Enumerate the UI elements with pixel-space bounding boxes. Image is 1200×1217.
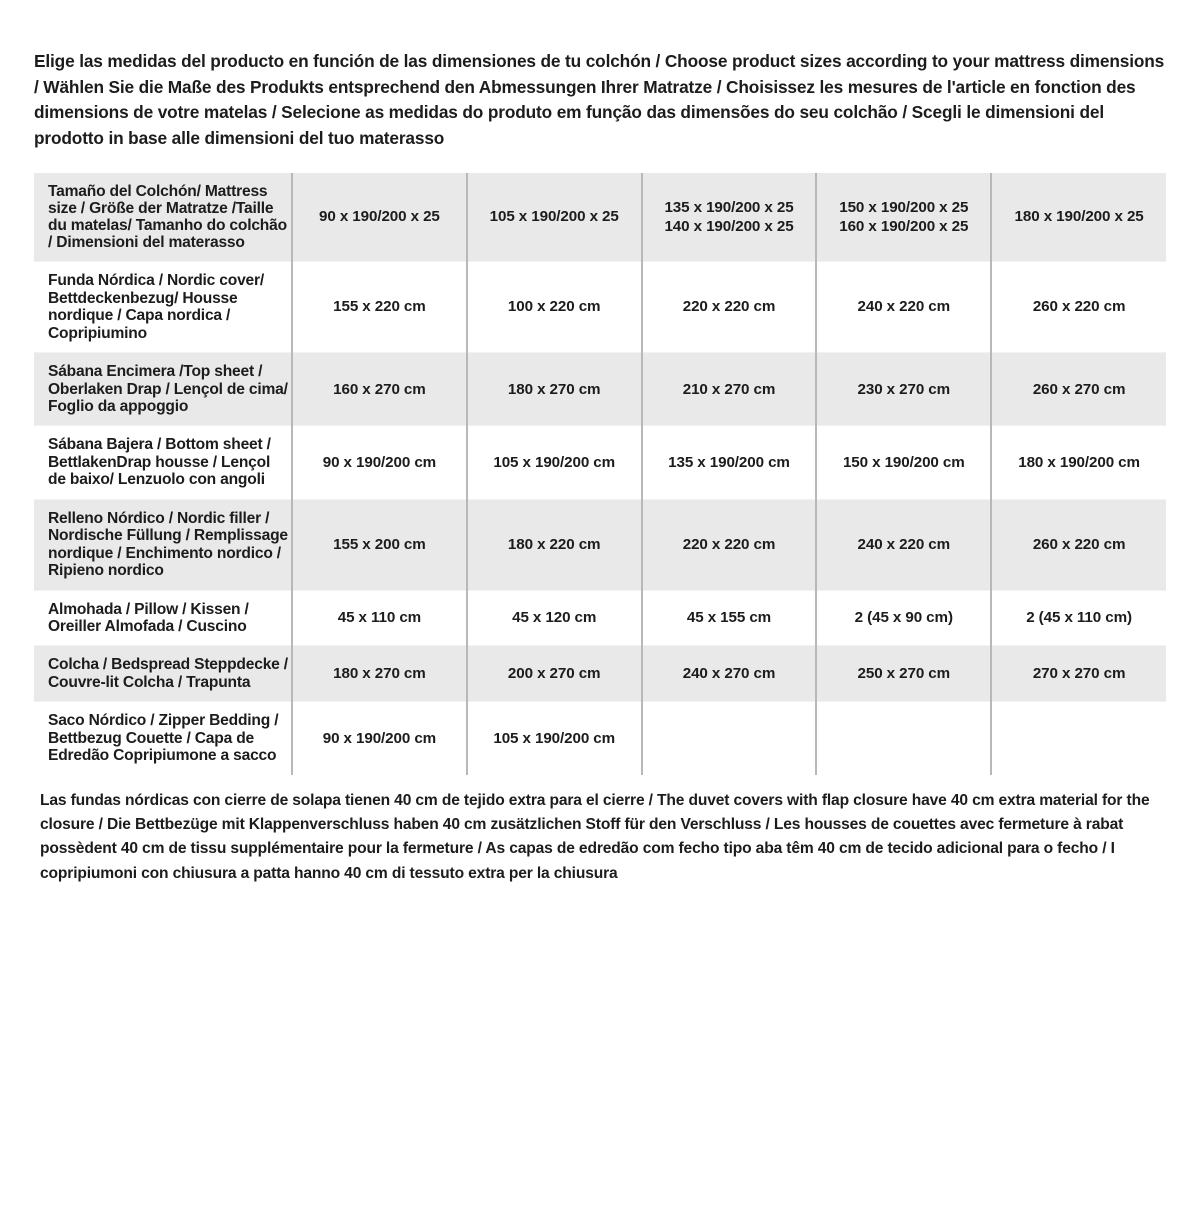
cell-r4-c1: 45 x 120 cm [465,589,642,646]
cell-r5-c1: 200 x 270 cm [465,645,642,702]
cell-r0-c0: 155 x 220 cm [291,261,467,353]
row-label-saco-nordico: Saco Nórdico / Zipper Bedding / Bettbezu… [34,701,292,775]
header-col-1: 90 x 190/200 x 25 [291,172,467,262]
mattress-size-table: Tamaño del Colchón/ Mattress size / Größ… [34,172,1166,775]
cell-r1-c3: 230 x 270 cm [815,352,992,426]
row-label-sabana-bajera: Sábana Bajera / Bottom sheet / Bettlaken… [34,425,292,500]
size-table-body: Tamaño del Colchón/ Mattress size / Größ… [34,172,1166,775]
cell-r1-c4: 260 x 270 cm [990,352,1166,426]
cell-r3-c3: 240 x 220 cm [815,498,992,591]
cell-r0-c1: 100 x 220 cm [465,261,642,353]
cell-r6-c0: 90 x 190/200 cm [291,701,467,775]
table-row: Sábana Bajera / Bottom sheet / Bettlaken… [34,425,1166,500]
cell-r4-c0: 45 x 110 cm [291,589,467,646]
cell-r2-c4: 180 x 190/200 cm [990,425,1166,500]
row-label-almohada: Almohada / Pillow / Kissen / Oreiller Al… [34,589,292,646]
cell-r3-c2: 220 x 220 cm [640,498,817,591]
row-label-relleno-nordico: Relleno Nórdico / Nordic filler / Nordis… [34,498,292,591]
cell-r6-c2 [640,701,817,775]
cell-r0-c3: 240 x 220 cm [815,261,992,353]
intro-instructions: Elige las medidas del producto en funció… [34,51,1165,149]
cell-r1-c1: 180 x 270 cm [465,352,642,426]
cell-r1-c2: 210 x 270 cm [640,352,817,426]
cell-r5-c4: 270 x 270 cm [990,645,1166,702]
cell-r5-c3: 250 x 270 cm [815,645,992,702]
cell-r2-c1: 105 x 190/200 cm [465,425,642,500]
cell-r3-c1: 180 x 220 cm [465,498,642,591]
row-label-funda-nordica: Funda Nórdica / Nordic cover/ Bettdecken… [34,261,292,353]
cell-r3-c4: 260 x 220 cm [990,498,1166,591]
cell-r1-c0: 160 x 270 cm [291,352,467,426]
cell-r6-c1: 105 x 190/200 cm [465,701,642,775]
cell-r3-c0: 155 x 200 cm [291,498,467,591]
cell-r2-c3: 150 x 190/200 cm [815,425,992,500]
cell-r6-c4 [990,701,1166,775]
table-row: Almohada / Pillow / Kissen / Oreiller Al… [34,589,1166,646]
header-label-mattress-size: Tamaño del Colchón/ Mattress size / Größ… [34,172,292,262]
bedding-size-chart-page: Elige las medidas del producto en funció… [0,17,1200,1217]
cell-r2-c0: 90 x 190/200 cm [291,425,467,500]
cell-r0-c4: 260 x 220 cm [990,261,1166,353]
table-row: Relleno Nórdico / Nordic filler / Nordis… [34,498,1166,591]
table-header-row: Tamaño del Colchón/ Mattress size / Größ… [34,172,1166,262]
header-col-4: 150 x 190/200 x 25 160 x 190/200 x 25 [815,172,992,262]
table-row: Colcha / Bedspread Steppdecke / Couvre-l… [34,645,1166,702]
cell-r0-c2: 220 x 220 cm [640,261,817,353]
cell-r6-c3 [815,701,992,775]
footnote-flap-closure: Las fundas nórdicas con cierre de solapa… [40,791,1150,882]
cell-r2-c2: 135 x 190/200 cm [640,425,817,500]
table-row: Saco Nórdico / Zipper Bedding / Bettbezu… [34,701,1166,775]
header-col-3: 135 x 190/200 x 25 140 x 190/200 x 25 [640,172,817,262]
cell-r5-c2: 240 x 270 cm [640,645,817,702]
table-row: Sábana Encimera /Top sheet / Oberlaken D… [34,352,1166,426]
table-row: Funda Nórdica / Nordic cover/ Bettdecken… [34,261,1166,353]
header-col-5: 180 x 190/200 x 25 [990,172,1166,262]
row-label-sabana-encimera: Sábana Encimera /Top sheet / Oberlaken D… [34,352,292,426]
cell-r4-c2: 45 x 155 cm [640,589,817,646]
cell-r4-c3: 2 (45 x 90 cm) [815,589,992,646]
size-table-wrapper: Tamaño del Colchón/ Mattress size / Größ… [34,172,1166,775]
row-label-colcha: Colcha / Bedspread Steppdecke / Couvre-l… [34,645,292,702]
header-col-2: 105 x 190/200 x 25 [465,172,642,262]
cell-r5-c0: 180 x 270 cm [291,645,467,702]
cell-r4-c4: 2 (45 x 110 cm) [990,589,1166,646]
